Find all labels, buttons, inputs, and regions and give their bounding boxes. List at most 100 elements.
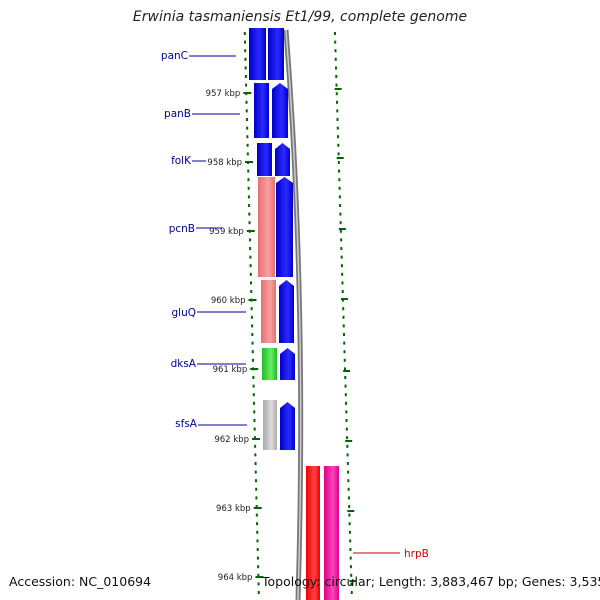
gene-label-dksA: dksA <box>171 358 197 370</box>
dot-inner <box>255 496 258 500</box>
fwd-block-2 <box>272 83 288 138</box>
map-title: Erwinia tasmaniensis Et1/99, complete ge… <box>132 9 468 25</box>
dot-outer <box>339 212 342 216</box>
tick-label: 961 kbp <box>213 365 248 375</box>
dot-inner <box>250 307 253 311</box>
dot-outer <box>345 410 348 414</box>
tick-label: 963 kbp <box>216 504 251 514</box>
feature-blocks <box>249 28 339 600</box>
dot-inner <box>248 221 251 225</box>
gene-labels: panC panB folK pcnB gluQ dksA sfsA hrpB <box>161 50 429 560</box>
dot-outer <box>346 462 349 465</box>
dot-outer <box>341 290 344 293</box>
dot-inner <box>255 505 258 508</box>
dot-outer <box>335 83 338 87</box>
tick-label: 960 kbp <box>211 296 246 306</box>
dot-outer <box>339 229 342 233</box>
dot-outer <box>340 247 343 250</box>
dot-outer <box>337 143 340 147</box>
dot-inner <box>257 565 260 569</box>
dot-inner <box>247 195 250 199</box>
dot-inner <box>255 487 258 491</box>
dot-inner <box>248 238 251 242</box>
dot-outer <box>343 350 346 354</box>
tick-mark <box>255 576 264 578</box>
dot-outer <box>337 135 340 139</box>
dot-outer <box>342 333 345 336</box>
dot-inner <box>244 49 247 53</box>
dot-inner <box>256 556 259 560</box>
dot-inner <box>246 143 249 147</box>
dot-outer <box>343 358 346 362</box>
gluQ-block <box>261 280 276 343</box>
dot-inner <box>249 272 252 276</box>
dot-inner <box>249 247 252 250</box>
dot-outer <box>349 556 352 560</box>
dot-outer <box>342 307 345 311</box>
tick-mark <box>246 230 255 232</box>
backbone <box>283 29 304 600</box>
dot-inner <box>250 281 253 285</box>
dot-inner <box>247 169 250 173</box>
tick-mark <box>253 507 262 509</box>
tick-label: 962 kbp <box>214 435 249 445</box>
outer-dash <box>347 510 355 512</box>
dot-outer <box>336 100 339 104</box>
dot-outer <box>334 57 337 61</box>
dot-outer <box>338 186 341 190</box>
dot-outer <box>344 376 347 379</box>
kbp-ticks: 957 kbp 958 kbp 959 kbp 960 kbp 961 kbp 962 k… <box>206 89 264 583</box>
dot-inner <box>252 384 255 388</box>
dot-outer <box>350 591 353 594</box>
dot-outer <box>336 126 339 130</box>
dot-inner <box>244 75 247 78</box>
fwd-block-6 <box>280 348 295 380</box>
dot-inner <box>251 341 254 345</box>
dot-inner <box>257 591 260 594</box>
backbone-highlight <box>285 29 302 600</box>
accession-text: Accession: NC_010694 <box>9 574 152 589</box>
fwd-block-3 <box>275 143 290 176</box>
tick-mark <box>248 299 257 301</box>
gene-label-hrpB: hrpB <box>404 548 429 560</box>
dot-inner <box>252 376 255 379</box>
dot-inner <box>245 118 248 121</box>
dot-outer <box>346 436 349 440</box>
topology-text: Topology: circular; Length: 3,883,467 bp… <box>262 574 600 589</box>
dot-inner <box>249 255 252 259</box>
tick-mark <box>250 368 259 370</box>
dot-inner <box>254 453 257 457</box>
dot-inner <box>246 152 249 156</box>
dot-outer <box>338 195 341 199</box>
dot-inner <box>246 126 249 130</box>
tick-label: 964 kbp <box>218 573 253 583</box>
dot-outer <box>348 505 351 508</box>
dot-outer <box>347 470 350 474</box>
sfsA-block <box>263 400 277 450</box>
dot-outer <box>335 92 338 96</box>
dotted-guides <box>243 32 357 594</box>
dot-outer <box>350 582 353 586</box>
hrpB-block <box>324 466 339 600</box>
dot-inner <box>253 410 256 414</box>
outer-dash <box>336 157 344 159</box>
dot-outer <box>337 161 340 164</box>
dot-inner <box>245 109 248 113</box>
outer-dash <box>334 88 342 90</box>
fwd-block-5 <box>279 280 294 343</box>
dot-outer <box>346 444 349 448</box>
dot-inner <box>247 186 250 190</box>
dot-outer <box>336 118 339 121</box>
tick-label: 959 kbp <box>209 227 244 237</box>
dot-inner <box>253 427 256 431</box>
dot-outer <box>339 221 342 225</box>
dot-inner <box>251 358 254 362</box>
dot-outer <box>348 522 351 526</box>
dot-inner <box>245 83 248 87</box>
dot-inner <box>257 582 260 586</box>
tick-label: 957 kbp <box>206 89 241 99</box>
dot-outer <box>338 169 341 173</box>
dot-outer <box>336 109 339 113</box>
dot-inner <box>250 290 253 293</box>
